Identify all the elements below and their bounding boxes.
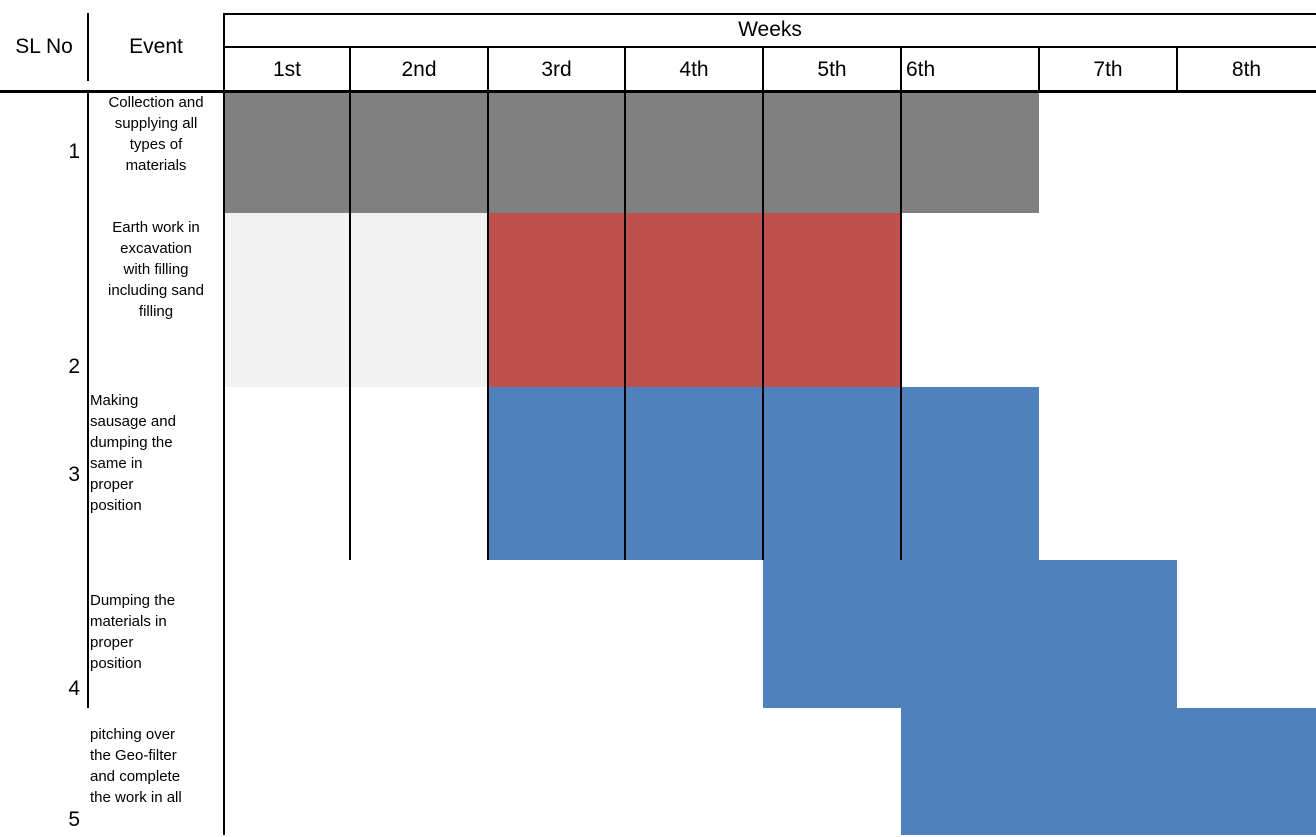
header-bottom-line	[0, 90, 1316, 93]
gantt-bar-row4	[763, 560, 1177, 708]
weeks-top-line	[223, 13, 1316, 15]
week-label-4: 4th	[679, 57, 709, 81]
event-col-left-line	[87, 13, 89, 81]
week-header-divider-5	[900, 47, 902, 91]
week-body-divider-1	[349, 92, 351, 560]
week-label-3: 3rd	[541, 57, 572, 81]
sl-no-row4: 4	[68, 677, 80, 700]
week-body-divider-4	[762, 92, 764, 560]
event-col-left-body-line	[87, 92, 89, 708]
weeks-sub-line	[223, 46, 1316, 48]
week-label-6: 6th	[906, 57, 936, 81]
sl-no-row1: 1	[68, 140, 80, 163]
sl-no-row3: 3	[68, 463, 80, 486]
gantt-bar-row2-prep	[224, 213, 488, 387]
week-header-divider-1	[349, 47, 351, 91]
sl-no-row2: 2	[68, 355, 80, 378]
week-label-5: 5th	[817, 57, 847, 81]
event-text-row1: Collection and supplying all types of ma…	[108, 94, 204, 174]
event-text-row3: Making sausage and dumping the same in p…	[90, 392, 176, 514]
gantt-bar-row5	[901, 708, 1316, 835]
week-label-7: 7th	[1093, 57, 1123, 81]
sl-no-header: SL No	[15, 35, 73, 58]
sl-no-row5: 5	[68, 808, 80, 831]
week-header-divider-4	[762, 47, 764, 91]
gantt-bar-row1	[224, 92, 1039, 213]
week-header-divider-7	[1176, 47, 1178, 91]
week-label-2: 2nd	[401, 57, 437, 81]
event-text-row4: Dumping the materials in proper position	[90, 592, 176, 672]
week-header-divider-3	[624, 47, 626, 91]
week-label-1: 1st	[272, 57, 301, 81]
event-text-row5: pitching over the Geo-filter and complet…	[90, 726, 182, 806]
week-body-divider-3	[624, 92, 626, 560]
event-text-row2: Earth work in excavation with filling in…	[108, 219, 204, 320]
week-body-divider-2	[487, 92, 489, 560]
week-body-divider-5	[900, 92, 902, 560]
gantt-bar-row2	[488, 213, 901, 387]
event-col-right-line	[223, 13, 225, 835]
week-header-divider-6	[1038, 47, 1040, 91]
week-header-divider-2	[487, 47, 489, 91]
event-header: Event	[129, 35, 183, 58]
week-label-8: 8th	[1231, 57, 1262, 81]
weeks-header: Weeks	[738, 18, 802, 41]
